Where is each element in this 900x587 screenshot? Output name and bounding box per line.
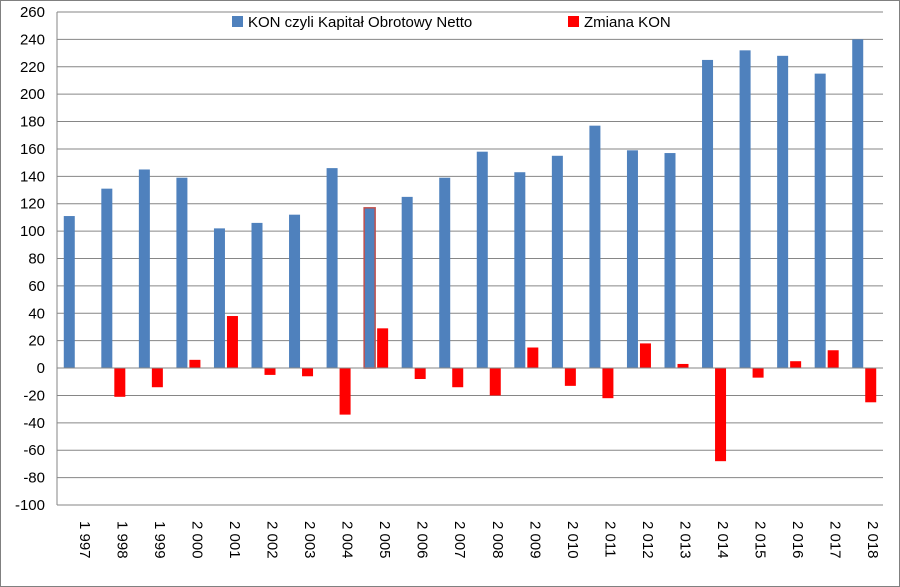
x-tick-label: 2 007 xyxy=(451,521,468,559)
bar-kon xyxy=(101,188,113,369)
legend-swatch-kon xyxy=(232,16,243,27)
x-tick-label: 2 013 xyxy=(677,521,694,559)
y-tick-label: 60 xyxy=(28,278,45,295)
bar-zmiana-kon xyxy=(189,359,201,369)
bar-kon xyxy=(852,39,864,369)
x-tick-label: 2 011 xyxy=(601,521,618,557)
y-tick-label: 0 xyxy=(37,360,45,377)
bar-kon xyxy=(251,222,263,369)
bar-kon xyxy=(777,55,789,369)
bar-zmiana-kon xyxy=(151,368,163,388)
bar-kon xyxy=(439,177,451,369)
bar-zmiana-kon xyxy=(226,316,238,369)
bar-kon xyxy=(589,125,601,369)
y-tick-label: 240 xyxy=(20,31,45,48)
bar-zmiana-kon xyxy=(865,368,877,403)
legend-label-kon: KON czyli Kapitał Obrotowy Netto xyxy=(248,14,472,31)
x-tick-label: 1 999 xyxy=(151,521,168,559)
legend-label-zmiana: Zmiana KON xyxy=(584,14,671,31)
bar-kon xyxy=(702,59,714,369)
bar-zmiana-kon xyxy=(827,350,839,369)
bar-kon xyxy=(63,216,75,369)
x-tick-label: 2 000 xyxy=(188,521,205,559)
bar-kon xyxy=(363,207,376,369)
x-tick-label: 2 014 xyxy=(714,521,731,559)
bar-zmiana-kon xyxy=(527,347,539,369)
bar-kon xyxy=(814,73,826,369)
bar-kon xyxy=(289,214,301,369)
bar-zmiana-kon xyxy=(715,368,727,462)
x-tick-label: 2 006 xyxy=(414,521,431,559)
bar-zmiana-kon xyxy=(377,328,389,369)
bar-kon xyxy=(626,150,638,369)
bar-zmiana-kon xyxy=(452,368,464,388)
bar-kon xyxy=(476,151,488,369)
bar-zmiana-kon xyxy=(339,368,351,415)
y-tick-label: -60 xyxy=(23,442,45,459)
bar-kon xyxy=(739,50,751,369)
bar-kon xyxy=(138,169,150,369)
x-tick-label: 2 001 xyxy=(226,521,243,559)
y-tick-label: -100 xyxy=(15,497,45,514)
x-tick-label: 2 003 xyxy=(301,521,318,559)
axes xyxy=(56,12,883,506)
y-tick-label: 220 xyxy=(20,59,45,76)
x-tick-labels: 1 997 1 998 1 999 2 000 2 001 2 002 2 003 2 004… xyxy=(76,521,881,559)
bar-zmiana-kon xyxy=(639,343,651,369)
x-tick-label: 2 009 xyxy=(526,521,543,559)
bar-zmiana-kon xyxy=(564,368,576,386)
y-tick-label: -40 xyxy=(23,415,45,432)
y-tick-label: -20 xyxy=(23,387,45,404)
bar-kon xyxy=(401,196,413,369)
y-tick-label: 80 xyxy=(28,251,45,268)
y-tick-label: 120 xyxy=(20,196,45,213)
y-tick-label: 200 xyxy=(20,86,45,103)
bar-zmiana-kon xyxy=(264,368,276,375)
bar-zmiana-kon xyxy=(677,363,689,369)
bar-kon xyxy=(664,153,676,369)
y-tick-label: 140 xyxy=(20,168,45,185)
bar-zmiana-kon xyxy=(114,368,126,397)
legend-swatch-zmiana xyxy=(568,16,579,27)
x-tick-label: 2 017 xyxy=(827,521,844,559)
bar-zmiana-kon xyxy=(302,368,314,377)
bar-kon xyxy=(551,155,563,369)
bar-kon xyxy=(514,172,526,369)
x-tick-label: 2 002 xyxy=(264,521,281,559)
x-tick-label: 2 018 xyxy=(864,521,881,559)
x-tick-label: 2 012 xyxy=(639,521,656,559)
legend: KON czyli Kapitał Obrotowy Netto Zmiana … xyxy=(232,14,671,31)
bar-kon xyxy=(176,177,188,369)
x-tick-label: 2 016 xyxy=(789,521,806,559)
x-tick-label: 1 997 xyxy=(76,521,93,559)
bar-kon xyxy=(326,168,338,369)
bar-zmiana-kon xyxy=(414,368,426,380)
bar-zmiana-kon xyxy=(790,361,802,369)
x-tick-label: 2 010 xyxy=(564,521,581,559)
y-tick-label: 260 xyxy=(20,4,45,21)
y-tick-labels: -100 -80 -60 -40 -20 0 20 40 60 80 100 120 140 160 180… xyxy=(15,4,45,514)
bar-zmiana-kon xyxy=(489,368,501,396)
bar-kon xyxy=(213,228,225,369)
bar-zmiana-kon xyxy=(752,368,764,378)
y-tick-label: -80 xyxy=(23,470,45,487)
bars xyxy=(63,39,877,462)
bar-zmiana-kon xyxy=(602,368,614,399)
y-tick-label: 100 xyxy=(20,223,45,240)
x-tick-label: 2 005 xyxy=(376,521,393,559)
y-tick-label: 20 xyxy=(28,333,45,350)
x-tick-label: 1 998 xyxy=(113,521,130,559)
x-tick-label: 2 008 xyxy=(489,521,506,559)
y-tick-label: 40 xyxy=(28,305,45,322)
y-tick-label: 180 xyxy=(20,114,45,131)
y-tick-label: 160 xyxy=(20,141,45,158)
x-tick-label: 2 015 xyxy=(752,521,769,559)
x-tick-label: 2 004 xyxy=(339,521,356,559)
